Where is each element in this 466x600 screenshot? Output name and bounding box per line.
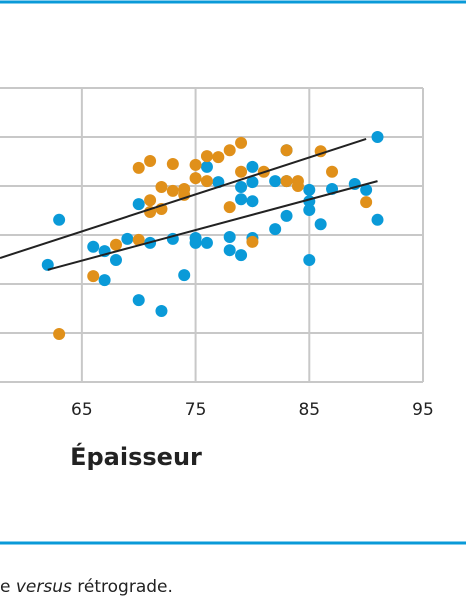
caption: e versus rétrograde. (0, 577, 173, 597)
point (87, 270, 100, 283)
point (132, 294, 145, 307)
point (235, 180, 248, 193)
point (144, 194, 157, 207)
x-tick-label: 95 (412, 400, 434, 420)
point (280, 209, 293, 222)
point (246, 235, 259, 248)
point (121, 232, 134, 245)
point (246, 176, 259, 189)
point (371, 131, 384, 143)
caption-text: versus (15, 577, 72, 597)
point (200, 175, 213, 188)
point (280, 175, 293, 188)
point (303, 253, 316, 266)
point (235, 193, 248, 206)
point (109, 238, 122, 251)
point (235, 249, 248, 262)
point (303, 204, 316, 217)
caption-text: rétrograde. (71, 577, 173, 597)
point (166, 184, 179, 197)
point (109, 253, 122, 266)
point (200, 236, 213, 249)
x-tick-label: 85 (298, 400, 320, 420)
point (280, 144, 293, 157)
point (132, 198, 145, 211)
point (41, 258, 54, 271)
point (246, 160, 259, 173)
point (212, 151, 225, 164)
point (178, 269, 191, 282)
point (269, 223, 282, 236)
caption-text: e (0, 577, 16, 597)
point (200, 160, 213, 173)
point (269, 175, 282, 188)
point (235, 136, 248, 149)
point (326, 165, 339, 178)
x-tick-label: 75 (185, 400, 207, 420)
point (189, 158, 202, 171)
point (246, 195, 259, 208)
x-axis-title: Épaisseur (70, 442, 202, 471)
point (189, 172, 202, 185)
point (53, 327, 66, 340)
point (98, 274, 111, 287)
point (132, 161, 145, 174)
trend-line (0, 138, 367, 259)
point (223, 201, 236, 214)
point (53, 213, 66, 226)
point (87, 240, 100, 253)
point (371, 213, 384, 226)
point (360, 183, 373, 196)
point (144, 155, 157, 168)
point (303, 183, 316, 196)
point (155, 304, 168, 317)
point (223, 230, 236, 243)
point (132, 233, 145, 246)
point (223, 244, 236, 257)
point (360, 196, 373, 209)
point (155, 180, 168, 193)
point (166, 157, 179, 170)
point (189, 236, 202, 249)
point (291, 180, 304, 192)
trend-line (47, 180, 378, 271)
point (200, 150, 213, 163)
point (223, 144, 236, 157)
point (314, 218, 327, 231)
x-tick-label: 65 (71, 400, 93, 420)
point (235, 165, 248, 178)
